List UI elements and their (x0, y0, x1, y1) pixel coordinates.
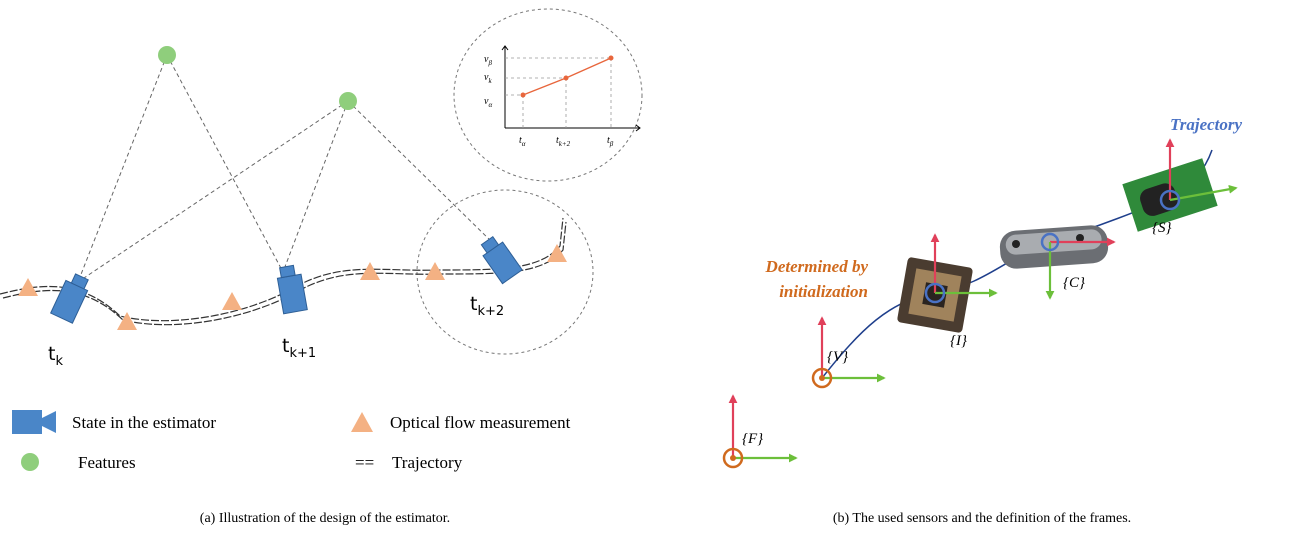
legend-trajectory-icon: == (355, 453, 374, 472)
camera-sensor-part (1012, 240, 1020, 248)
camera-sensor-part (1076, 234, 1084, 242)
inset-y-label: vβ (484, 54, 492, 67)
legend-feature-icon (21, 453, 39, 471)
optical-flow-measurements-part (547, 244, 567, 262)
states-part-part (277, 274, 307, 314)
feature-rays-part (78, 55, 167, 282)
sub: k+2 (559, 140, 571, 148)
inset-y-label: vα (484, 96, 492, 109)
inset-guides (505, 58, 611, 128)
frame-origins-part (730, 455, 736, 461)
inset-y-label: vk (484, 72, 492, 85)
legend-state-icon (12, 410, 56, 434)
init-label: initialization (779, 282, 868, 301)
time-label: tk+2 (470, 293, 504, 319)
feature-rays-part (348, 101, 495, 245)
feature-rays-part (167, 55, 283, 272)
time-label: tk+1 (282, 335, 316, 361)
feature-rays-part (283, 101, 348, 272)
optical-flow-measurements-part (222, 292, 242, 310)
legend-state-icon-part (12, 410, 42, 434)
t: t (470, 293, 477, 315)
sub: k (488, 77, 492, 85)
legend-text: Features (78, 453, 136, 472)
inset-x-label: tk+2 (556, 135, 571, 148)
features (158, 46, 357, 110)
states-part-part (280, 265, 296, 277)
frame-label: {C} (1063, 275, 1085, 291)
sub: α (488, 101, 492, 109)
features-part (339, 92, 357, 110)
legend-text: State in the estimator (72, 413, 216, 432)
inset-circle (454, 9, 642, 181)
optical-flow-measurements-part (360, 262, 380, 280)
frame-label: {I} (950, 333, 967, 349)
inset-x-label: tα (519, 135, 526, 148)
legend-flow-icon (351, 412, 373, 432)
sub: α (522, 140, 526, 148)
sub: k+1 (289, 346, 316, 361)
frame-origins-part (819, 375, 825, 381)
optical-flow-measurements-part (425, 262, 445, 280)
camera-sensor (999, 224, 1109, 269)
frame-label: {V} (827, 349, 848, 365)
states (51, 234, 522, 323)
sub: β (609, 140, 614, 148)
states-part (276, 264, 308, 313)
inset-points-part (521, 93, 526, 98)
inset-points-part (609, 56, 614, 61)
sub: k+2 (477, 304, 504, 319)
frame-label: {F} (742, 431, 763, 447)
feature-rays-part (78, 101, 348, 282)
init-label: Determined by (765, 257, 869, 276)
t: t (48, 343, 55, 365)
caption: (b) The used sensors and the definition … (833, 511, 1131, 526)
legend-text: Optical flow measurement (390, 413, 571, 432)
trajectory-label: Trajectory (1170, 115, 1243, 134)
figure: tk tk+1 tk+2 vβ vk vα tα tk+2 tβ State i… (0, 0, 1304, 535)
sub: β (487, 59, 492, 67)
legend-text: Trajectory (392, 453, 463, 472)
caption: (a) Illustration of the design of the es… (200, 511, 450, 526)
t: t (282, 335, 289, 357)
states-part (51, 271, 92, 323)
optical-flow-measurements-part (117, 312, 137, 330)
inset-points-part (564, 76, 569, 81)
legend-state-icon-part (42, 411, 56, 433)
inset-axes (502, 46, 640, 131)
inset-x-label: tβ (607, 135, 614, 148)
feature-rays (78, 55, 495, 282)
sub: k (55, 354, 63, 369)
time-label: tk (48, 343, 63, 369)
features-part (158, 46, 176, 64)
frame-label: {S} (1152, 220, 1172, 236)
states-part (477, 234, 522, 284)
